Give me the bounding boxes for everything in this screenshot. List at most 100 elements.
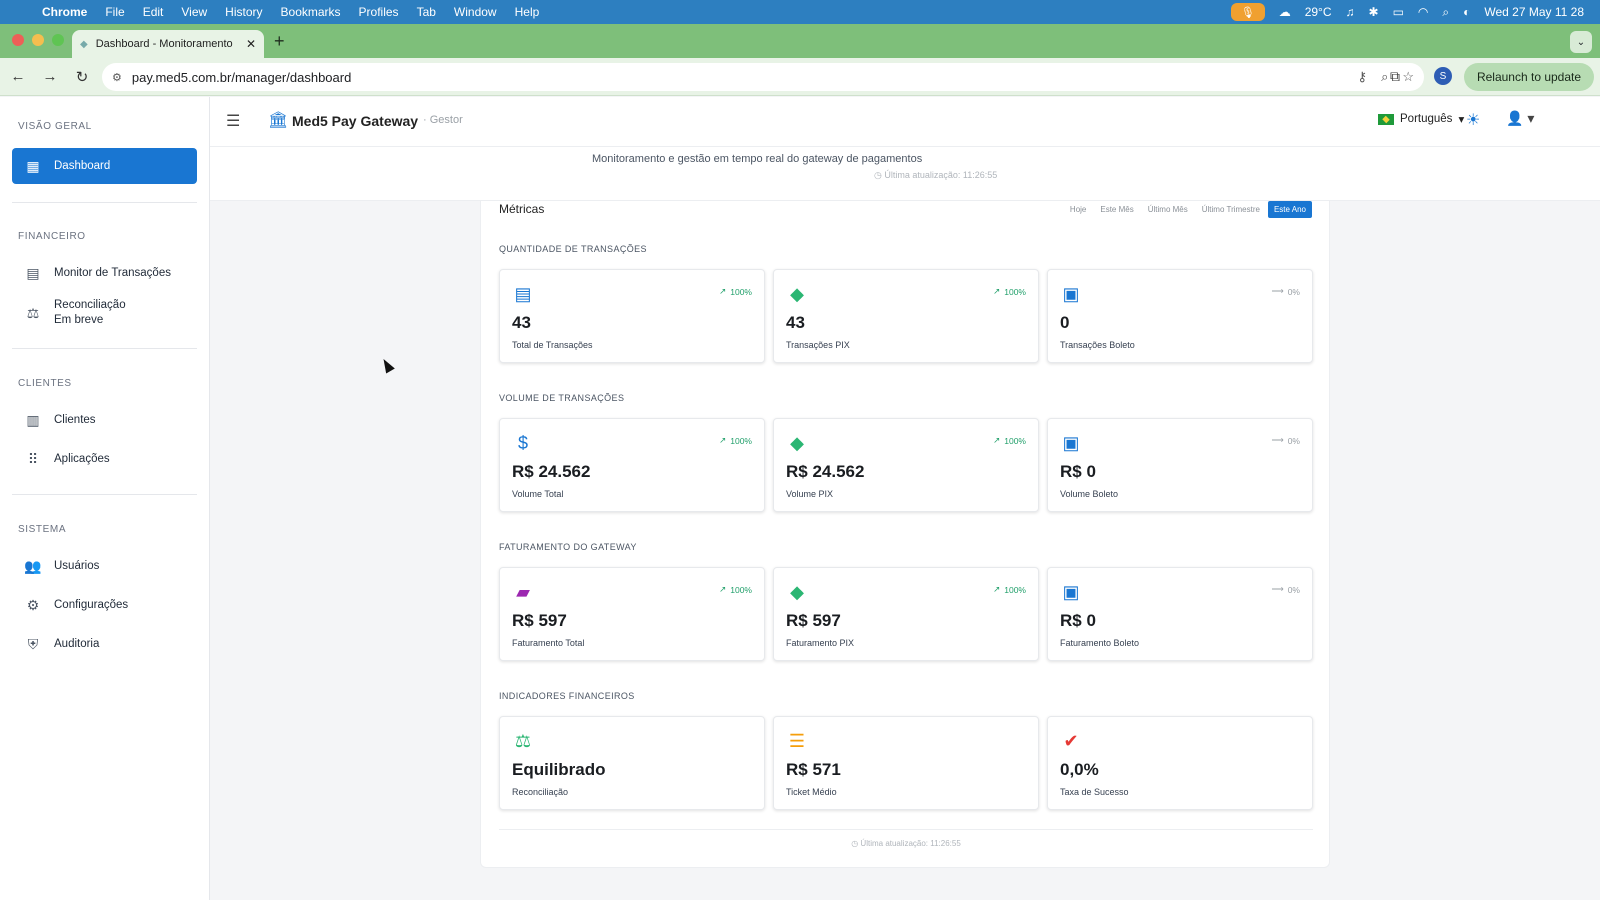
extensions-icon[interactable]: ⧉ — [1390, 68, 1400, 84]
menu-window[interactable]: Window — [453, 5, 497, 19]
section-sistema: SISTEMA — [18, 524, 67, 535]
pix-icon: ◆ — [790, 582, 804, 602]
clipboard-icon: ▣ — [1062, 433, 1080, 453]
metric-label: Faturamento PIX — [786, 638, 855, 648]
group-label: FATURAMENTO DO GATEWAY — [499, 542, 637, 552]
menu-profiles[interactable]: Profiles — [358, 5, 399, 19]
reload-button[interactable]: ↻ — [75, 68, 89, 86]
bookmark-star-icon[interactable]: ☆ — [1402, 69, 1414, 84]
trend-flat-icon: ⟶ — [1271, 286, 1284, 296]
menu-bookmarks[interactable]: Bookmarks — [280, 5, 341, 19]
password-key-icon[interactable]: ⚷ — [1357, 69, 1368, 84]
sidebar-divider — [12, 494, 197, 495]
last-update-text: Última atualização: 11:26:55 — [884, 170, 998, 180]
period-tab-hoje[interactable]: Hoje — [1069, 205, 1087, 214]
search-icon[interactable]: ⌕ — [1442, 4, 1450, 19]
trend-flat-icon: ⟶ — [1271, 584, 1284, 594]
zoom-icon[interactable]: ⌕ — [1381, 69, 1389, 84]
sidebar-item-dashboard[interactable]: ▦ Dashboard — [12, 148, 197, 184]
clock-text[interactable]: Wed 27 May 11 28 — [1484, 5, 1584, 19]
metric-label: Total de Transações — [512, 340, 593, 350]
sidebar-item-auditoria[interactable]: ⛨ Auditoria — [12, 626, 197, 662]
wifi-icon[interactable]: ◠ — [1417, 5, 1429, 19]
microphone-icon[interactable]: 🎙 — [1230, 3, 1265, 21]
menu-app-name[interactable]: Chrome — [42, 5, 88, 19]
metric-card: ☰ R$ 571 Ticket Médio — [773, 716, 1039, 810]
sidebar-item-reconciliacao[interactable]: ⚖ Reconciliação Em breve — [12, 293, 197, 333]
profile-avatar[interactable]: S — [1434, 67, 1452, 85]
address-bar[interactable]: ⚙ pay.med5.com.br/manager/dashboard ⚷ ⌕ … — [102, 63, 1424, 91]
period-tab-ultimo-mes[interactable]: Último Mês — [1147, 205, 1188, 214]
metric-label: Volume Boleto — [1060, 489, 1119, 499]
coming-soon-label: Em breve — [54, 314, 104, 326]
period-tab-ultimo-trimestre[interactable]: Último Trimestre — [1201, 205, 1260, 214]
bluetooth-icon[interactable]: ✱ — [1368, 5, 1379, 19]
back-button[interactable]: ← — [10, 68, 26, 85]
menu-edit[interactable]: Edit — [142, 5, 164, 19]
metric-value: R$ 24.562 — [512, 462, 591, 481]
dollar-icon: $ — [517, 433, 528, 453]
wallet-icon: ▰ — [516, 582, 530, 602]
language-selector[interactable]: Português ▾ — [1378, 112, 1464, 126]
browser-tab[interactable]: ◆ Dashboard - Monitoramento ✕ — [72, 30, 264, 58]
sidebar-divider — [12, 348, 197, 349]
trend-value: 100% — [730, 435, 752, 446]
panel-divider — [499, 829, 1313, 830]
menu-icon[interactable]: ☰ — [226, 113, 241, 130]
metric-card: ▣ ⟶ 0% R$ 0 Volume Boleto — [1047, 418, 1313, 512]
menu-help[interactable]: Help — [514, 5, 540, 19]
check-circle-icon: ✔ — [1063, 731, 1079, 751]
user-menu-icon[interactable]: 👤 ▾ — [1506, 110, 1535, 126]
pix-icon: ◆ — [790, 284, 804, 304]
cloud-icon[interactable]: ☁ — [1278, 5, 1291, 19]
sidebar: VISÃO GERAL ▦ Dashboard FINANCEIRO ▤ Mon… — [0, 97, 210, 900]
trend-up-icon: ↗ — [993, 286, 1001, 296]
clock-icon: ◷ — [851, 839, 861, 848]
minimize-window-button[interactable] — [32, 34, 44, 46]
period-tab-este-ano[interactable]: Este Ano — [1267, 201, 1312, 218]
sidebar-item-label: Aplicações — [54, 453, 110, 465]
menu-view[interactable]: View — [181, 5, 208, 19]
menu-file[interactable]: File — [105, 5, 125, 19]
brand-title: Med5 Pay Gateway — [292, 113, 419, 129]
section-clientes: CLIENTES — [18, 378, 72, 389]
menu-history[interactable]: History — [225, 5, 263, 19]
menu-tab[interactable]: Tab — [416, 5, 436, 19]
metric-card: ✔ 0,0% Taxa de Sucesso — [1047, 716, 1313, 810]
zoom-window-button[interactable] — [52, 34, 64, 46]
apps-grid-icon: ⠿ — [27, 450, 39, 467]
period-tab-este-mes[interactable]: Este Mês — [1100, 205, 1134, 214]
forward-button[interactable]: → — [42, 68, 58, 85]
metric-label: Reconciliação — [512, 787, 569, 797]
sidebar-item-usuarios[interactable]: 👥 Usuários — [12, 548, 197, 584]
trend-up-icon: ↗ — [993, 584, 1001, 594]
metric-label: Faturamento Boleto — [1060, 638, 1140, 648]
sidebar-item-configuracoes[interactable]: ⚙ Configurações — [12, 587, 197, 623]
footer-last-update: Última atualização: 11:26:55 — [860, 839, 961, 848]
sidebar-divider — [12, 202, 197, 203]
weather-text[interactable]: 29°C — [1304, 5, 1332, 19]
headphones-icon[interactable]: ♫ — [1345, 5, 1355, 19]
control-center-icon[interactable]: ◐ — [1463, 5, 1471, 19]
sidebar-item-aplicacoes[interactable]: ⠿ Aplicações — [12, 441, 197, 477]
sidebar-item-clientes[interactable]: ▥ Clientes — [12, 402, 197, 438]
group-label: QUANTIDADE DE TRANSAÇÕES — [499, 244, 647, 254]
url-text[interactable]: pay.med5.com.br/manager/dashboard — [131, 69, 352, 85]
users-icon: 👥 — [24, 557, 42, 574]
battery-icon[interactable]: ▭ — [1392, 5, 1404, 19]
close-window-button[interactable] — [12, 34, 24, 46]
tab-search-button[interactable]: ⌄ — [1570, 31, 1592, 53]
site-info-icon[interactable]: ⚙ — [112, 71, 122, 84]
theme-toggle-icon[interactable]: ☀ — [1466, 112, 1481, 129]
group-label: INDICADORES FINANCEIROS — [499, 691, 635, 701]
relaunch-button[interactable]: Relaunch to update — [1464, 63, 1594, 91]
new-tab-button[interactable]: + — [274, 31, 285, 51]
metric-card: ▰ ↗ 100% R$ 597 Faturamento Total — [499, 567, 765, 661]
period-selector: Hoje Este Mês Último Mês Último Trimestr… — [1064, 201, 1312, 218]
close-tab-icon[interactable]: ✕ — [245, 37, 256, 51]
browser-toolbar: ← → ↻ ⚙ pay.med5.com.br/manager/dashboar… — [0, 58, 1600, 96]
trend-value: 100% — [730, 286, 752, 297]
sidebar-item-monitor[interactable]: ▤ Monitor de Transações — [12, 255, 197, 291]
metrics-panel: Métricas Hoje Este Mês Último Mês Último… — [480, 201, 1330, 868]
trend-up-icon: ↗ — [993, 435, 1001, 445]
